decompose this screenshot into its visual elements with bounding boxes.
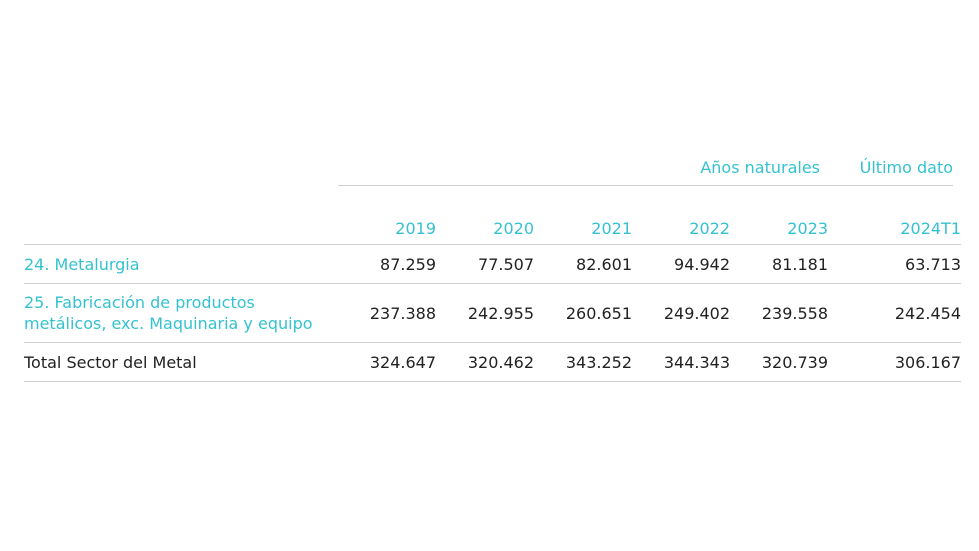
group-header-anos-naturales: Años naturales bbox=[700, 158, 820, 177]
column-header-2024t1: 2024T1 bbox=[828, 212, 961, 245]
cell-value: 306.167 bbox=[828, 342, 961, 382]
year-header-row: 2019 2020 2021 2022 2023 2024T1 bbox=[24, 212, 961, 245]
column-header-2022: 2022 bbox=[632, 212, 730, 245]
cell-value: 239.558 bbox=[730, 283, 828, 343]
cell-value: 242.955 bbox=[436, 283, 534, 343]
cell-value: 63.713 bbox=[828, 244, 961, 284]
cell-value: 87.259 bbox=[338, 244, 436, 284]
table-row: 25. Fabricación de productos metálicos, … bbox=[24, 283, 961, 343]
cell-value: 237.388 bbox=[338, 283, 436, 343]
cell-value: 320.739 bbox=[730, 342, 828, 382]
column-header-2023: 2023 bbox=[730, 212, 828, 245]
cell-value: 343.252 bbox=[534, 342, 632, 382]
table-row-total: Total Sector del Metal 324.647 320.462 3… bbox=[24, 342, 961, 382]
row-label-line: 25. Fabricación de productos bbox=[24, 293, 255, 312]
header-label-cell bbox=[24, 212, 338, 245]
cell-value: 81.181 bbox=[730, 244, 828, 284]
metal-sector-table: 2019 2020 2021 2022 2023 2024T1 24. Meta… bbox=[24, 212, 961, 382]
group-header-ultimo-dato: Último dato bbox=[859, 158, 953, 177]
cell-value: 324.647 bbox=[338, 342, 436, 382]
cell-value: 249.402 bbox=[632, 283, 730, 343]
cell-value: 94.942 bbox=[632, 244, 730, 284]
row-label-total-sector-metal: Total Sector del Metal bbox=[24, 342, 338, 382]
column-header-2021: 2021 bbox=[534, 212, 632, 245]
column-header-2020: 2020 bbox=[436, 212, 534, 245]
row-label-fabricacion-productos-metalicos: 25. Fabricación de productos metálicos, … bbox=[24, 283, 338, 343]
table-row: 24. Metalurgia 87.259 77.507 82.601 94.9… bbox=[24, 244, 961, 284]
cell-value: 344.343 bbox=[632, 342, 730, 382]
column-header-2019: 2019 bbox=[338, 212, 436, 245]
group-header-divider bbox=[338, 185, 953, 186]
row-label-metalurgia: 24. Metalurgia bbox=[24, 244, 338, 284]
cell-value: 320.462 bbox=[436, 342, 534, 382]
cell-value: 82.601 bbox=[534, 244, 632, 284]
cell-value: 260.651 bbox=[534, 283, 632, 343]
cell-value: 242.454 bbox=[828, 283, 961, 343]
cell-value: 77.507 bbox=[436, 244, 534, 284]
row-label-line: metálicos, exc. Maquinaria y equipo bbox=[24, 314, 313, 333]
